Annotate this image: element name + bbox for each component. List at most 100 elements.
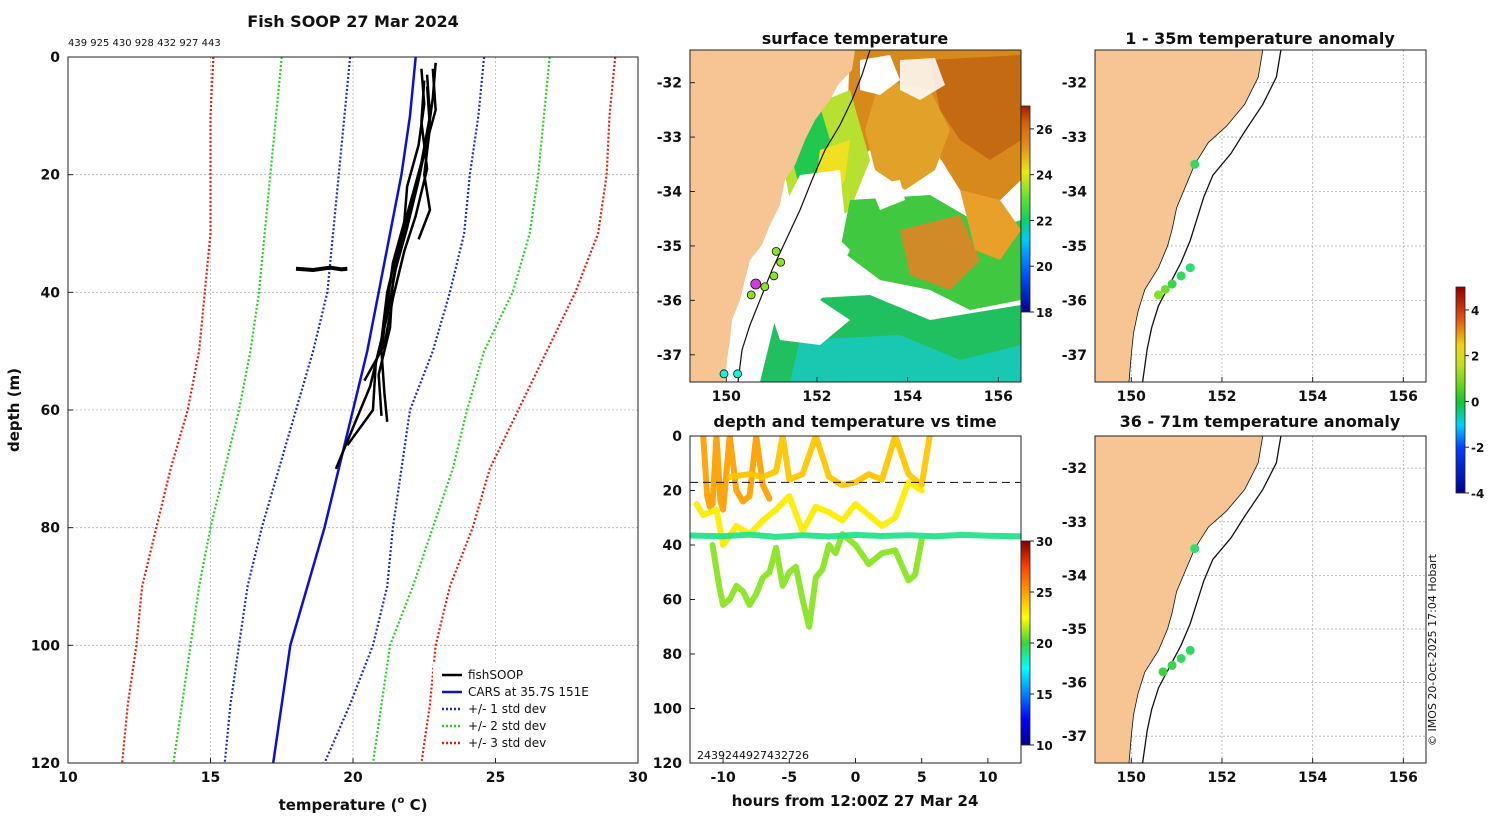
ts-temperature-track: [700, 436, 773, 513]
anomaly-station-marker: [1185, 263, 1195, 273]
anomaly-map-frame: [1094, 49, 1427, 383]
profile-cars-mean-line: [271, 57, 417, 763]
ts-temperature-track: [690, 531, 1021, 540]
profile-y-tick-label: 20: [41, 168, 61, 184]
sst-colorbar-tick-label: 24: [1036, 169, 1053, 183]
profile-y-tick-label: 80: [41, 521, 61, 537]
map-lat-tick-label: -34: [1062, 185, 1088, 201]
ts-y-tick-label: 100: [653, 702, 682, 718]
anomaly-station-marker: [1160, 284, 1170, 294]
legend-label-cars: CARS at 35.7S 151E: [468, 685, 589, 699]
map-lon-tick-label: 152: [1207, 389, 1236, 405]
ts-y-tick-label: 80: [663, 647, 683, 663]
map-lon-tick-label: 156: [1389, 389, 1418, 405]
ts-temperature-track: [726, 436, 933, 489]
sst-shelf-contour: [737, 50, 871, 382]
anomaly-map-shelf-contour: [1141, 49, 1282, 383]
anomaly-map-land: [1094, 49, 1264, 383]
sst-map-title: surface temperature: [762, 29, 949, 48]
anomaly-station-marker: [1153, 290, 1163, 300]
map-lon-tick-label: 156: [984, 389, 1013, 405]
profile-y-axis-label: depth (m): [5, 368, 23, 452]
ts-y-tick-label: 60: [663, 593, 683, 609]
anomaly-colorbar-tick-label: -4: [1471, 487, 1484, 501]
profile-std2-line: [172, 57, 283, 763]
profile-legend: fishSOOP CARS at 35.7S 151E +/- 1 std de…: [433, 663, 633, 758]
map-lat-tick-label: -34: [657, 185, 683, 201]
anomaly-colorbar-tick-label: 4: [1471, 304, 1479, 318]
profile-x-axis-label: temperature (o C): [279, 795, 428, 814]
map-lat-tick-label: -36: [657, 293, 682, 309]
ts-y-tick-label: 40: [663, 538, 683, 554]
profile-x-tick-label: 15: [201, 770, 220, 786]
profile-y-tick-label: 0: [50, 50, 60, 66]
sst-land: [690, 50, 855, 382]
sst-colorbar-tick-label: 18: [1036, 306, 1053, 320]
map-lon-tick-label: 152: [802, 389, 831, 405]
map-lat-tick-label: -36: [1062, 293, 1087, 309]
profile-fishsoop-cast-line: [377, 68, 437, 416]
anomaly-station-marker: [1190, 544, 1200, 554]
surface-temperature-map: surface temperature: [657, 29, 1053, 405]
ts-y-tick-label: 20: [663, 484, 683, 500]
ts-x-tick-label: 5: [917, 770, 927, 786]
ts-cast-ids: 2439244927432726: [697, 749, 809, 762]
map-lat-tick-label: -33: [1062, 515, 1087, 531]
map-lat-tick-label: -32: [657, 76, 682, 92]
ts-colorbar-tick-label: 20: [1036, 637, 1053, 651]
profile-fishsoop-cast-line: [363, 80, 429, 382]
map-lon-tick-label: 156: [1389, 770, 1418, 786]
map-lat-tick-label: -35: [1062, 622, 1087, 638]
anomaly-colorbar-tick-label: 0: [1471, 395, 1479, 409]
profile-x-tick-label: 25: [486, 770, 505, 786]
sst-colorbar-tick-label: 26: [1036, 123, 1053, 137]
anomaly-map-frame: [1094, 435, 1427, 764]
anomaly-map-shelf-contour: [1141, 435, 1282, 764]
legend-label-std3: +/- 3 std dev: [468, 736, 546, 750]
anomaly-station-marker: [1190, 159, 1200, 169]
ts-colorbar-tick-label: 15: [1036, 688, 1053, 702]
map-lat-tick-label: -33: [657, 130, 682, 146]
depth-temperature-time-chart: depth and temperature vs time 2439244927…: [653, 412, 1053, 810]
profile-fishsoop-short-cast: [295, 265, 348, 272]
ts-temperature-track: [709, 531, 925, 630]
profile-std3-line: [420, 57, 617, 763]
map-lon-tick-label: 152: [1207, 770, 1236, 786]
sst-station-marker: [771, 246, 781, 256]
profile-x-tick-label: 30: [628, 770, 648, 786]
sst-station-marker: [719, 369, 729, 379]
ts-y-tick-label: 0: [672, 429, 682, 445]
profile-std3-line: [121, 57, 215, 763]
legend-label-std1: +/- 1 std dev: [468, 702, 546, 716]
profile-y-tick-label: 40: [41, 285, 61, 301]
ts-x-tick-label: 0: [851, 770, 861, 786]
temperature-depth-profile-chart: Fish SOOP 27 Mar 2024 439 925 430 928 43…: [5, 12, 648, 814]
map-lat-tick-label: -36: [1062, 676, 1087, 692]
map-lat-tick-label: -32: [1062, 76, 1087, 92]
ts-x-tick-label: -5: [782, 770, 798, 786]
ts-colorbar-tick-label: 25: [1036, 586, 1053, 600]
anomaly-station-marker: [1167, 660, 1177, 670]
anomaly-station-marker: [1185, 645, 1195, 655]
map-lat-tick-label: -35: [657, 239, 682, 255]
anomaly-station-marker: [1158, 667, 1168, 677]
anomaly-station-marker: [1176, 271, 1186, 281]
ts-y-tick-label: 120: [653, 756, 682, 772]
legend-label-std2: +/- 2 std dev: [468, 719, 546, 733]
profile-fishsoop-cast-line: [417, 86, 432, 240]
ts-title: depth and temperature vs time: [713, 412, 996, 431]
map-lat-tick-label: -32: [1062, 461, 1087, 477]
profile-x-tick-label: 20: [343, 770, 363, 786]
profile-title: Fish SOOP 27 Mar 2024: [247, 12, 458, 31]
ts-x-tick-label: -10: [710, 770, 736, 786]
map-lat-tick-label: -37: [1062, 729, 1087, 745]
anomaly-map-1-35m: 1 - 35m temperature anomaly 150 152 154 156…: [1062, 29, 1427, 405]
anomaly-colorbar-tick-label: 2: [1471, 350, 1479, 364]
sst-station-marker: [733, 369, 743, 379]
ts-colorbar-tick-label: 30: [1036, 535, 1053, 549]
map-lon-tick-label: 154: [1298, 389, 1327, 405]
anomaly-map-land: [1094, 435, 1264, 764]
profile-std1-line: [323, 57, 486, 763]
map-lon-tick-label: 150: [712, 389, 741, 405]
